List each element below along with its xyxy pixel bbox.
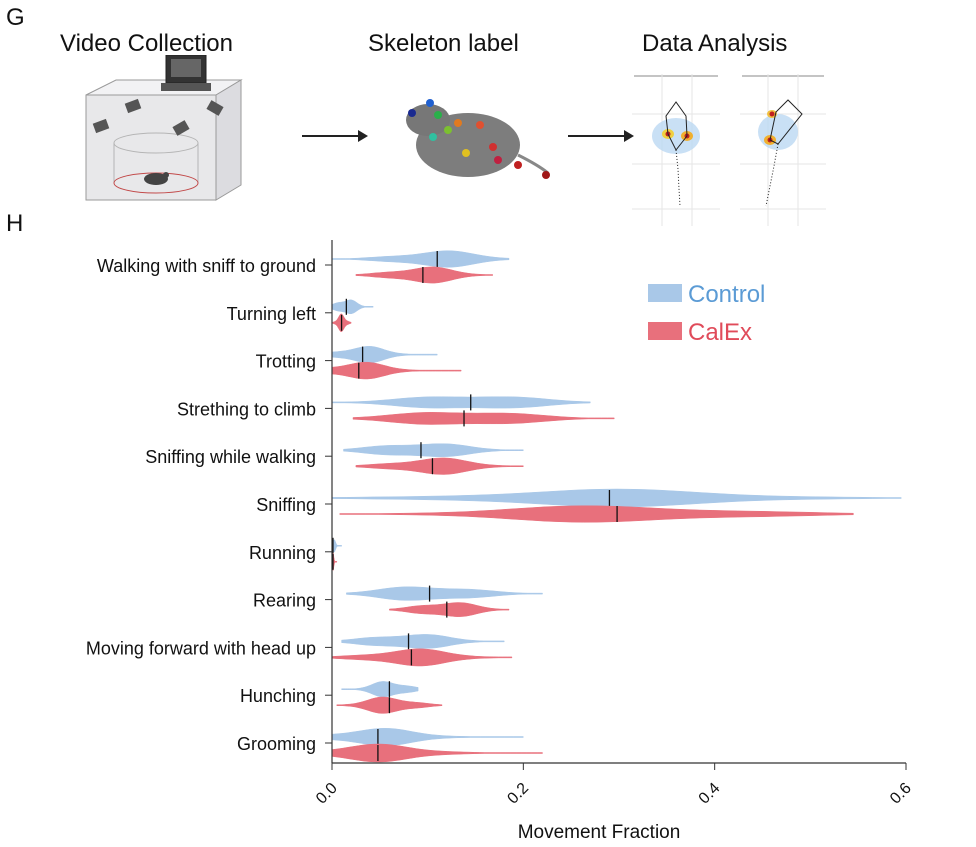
legend-label-control: Control xyxy=(688,281,765,308)
category-label-4: Sniffing while walking xyxy=(145,447,316,467)
violin-control-9 xyxy=(341,681,419,698)
video-collection-title: Video Collection xyxy=(60,30,234,57)
violin-calex-0 xyxy=(355,266,493,284)
panel-letter-g: G xyxy=(6,4,25,31)
violin-control-1 xyxy=(331,299,374,315)
pose-heatmap-control xyxy=(632,74,720,226)
violin-control-10 xyxy=(331,728,524,746)
category-label-10: Grooming xyxy=(237,734,316,754)
category-label-5: Sniffing xyxy=(256,495,316,515)
legend-swatch-calex xyxy=(648,322,682,340)
recording-box-illustration xyxy=(85,55,243,201)
x-tick-label-0: 0.0 xyxy=(313,780,341,808)
flow-arrow-1 xyxy=(302,130,368,142)
category-label-7: Rearing xyxy=(253,591,316,611)
legend-label-calex: CalEx xyxy=(688,319,752,346)
violin-control-3 xyxy=(331,396,591,409)
violin-calex-8 xyxy=(331,648,513,667)
category-label-8: Moving forward with head up xyxy=(86,638,316,658)
violin-calex-7 xyxy=(389,602,510,617)
violin-calex-3 xyxy=(352,412,615,425)
x-tick-label-3: 0.6 xyxy=(887,780,915,808)
data-analysis-title: Data Analysis xyxy=(642,30,788,57)
category-label-9: Hunching xyxy=(240,686,316,706)
violin-calex-4 xyxy=(355,457,524,475)
x-tick-label-2: 0.4 xyxy=(696,780,724,808)
violin-calex-2 xyxy=(331,361,462,380)
violin-control-7 xyxy=(346,586,543,601)
violin-control-0 xyxy=(331,250,510,268)
flow-arrow-2 xyxy=(568,130,634,142)
x-axis-label: Movement Fraction xyxy=(518,822,681,843)
skeleton-label-title: Skeleton label xyxy=(368,30,519,57)
category-label-3: Strething to climb xyxy=(177,399,316,419)
category-label-6: Running xyxy=(249,543,316,563)
panel-letter-h: H xyxy=(6,210,24,237)
x-tick-label-1: 0.2 xyxy=(504,780,532,808)
violin-calex-5 xyxy=(339,505,854,523)
violin-control-2 xyxy=(331,346,438,364)
category-label-2: Trotting xyxy=(256,352,316,372)
pose-heatmap-calex xyxy=(740,74,826,226)
legend-swatch-control xyxy=(648,284,682,302)
violin-control-4 xyxy=(343,443,524,457)
violin-control-6 xyxy=(331,539,342,553)
category-label-0: Walking with sniff to ground xyxy=(97,256,316,276)
violin-control-8 xyxy=(341,634,505,649)
skeleton-mouse-illustration xyxy=(406,99,550,179)
violin-control-5 xyxy=(331,488,902,508)
category-label-1: Turning left xyxy=(227,304,316,324)
violin-calex-10 xyxy=(331,743,543,763)
